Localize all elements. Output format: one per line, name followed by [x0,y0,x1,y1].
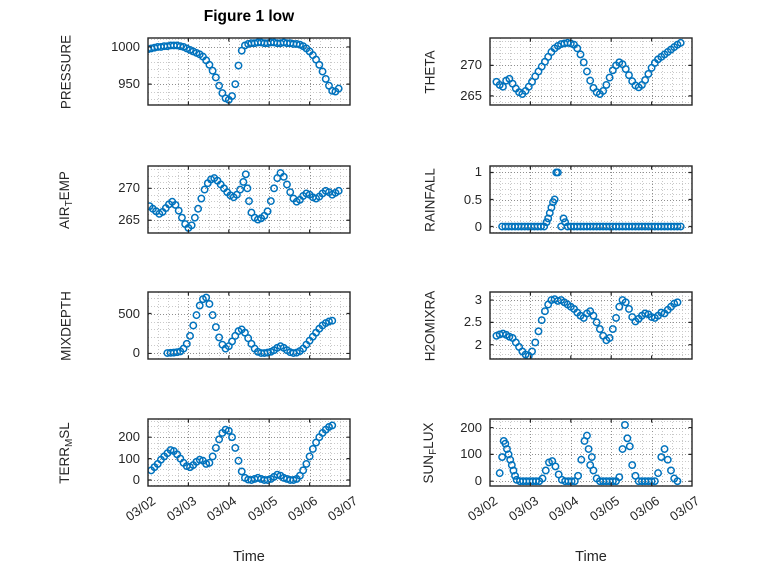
plot-area-h2omixra [488,290,694,361]
subplot-theta: THETA 265 270 [423,36,694,107]
plot-area-air-temp [146,164,352,235]
y-tick-label: 0 [474,473,482,489]
y-tick-label: 100 [460,446,482,462]
y-tick-label: 270 [460,57,482,73]
y-tick-label: 3 [474,292,482,308]
y-axis-label-mixdepth: MIXDEPTH [59,291,74,361]
y-tick-label: 200 [118,429,140,445]
y-tick-label: 2.5 [463,314,482,330]
x-tick-label: 03/06 [284,493,321,524]
y-axis-label-pressure: PRESSURE [59,34,74,108]
y-axis-label-part: M [64,438,75,447]
x-tick-label: 03/02 [123,493,159,524]
y-tick-label: 0 [132,472,140,487]
y-axis-label-part: EMP [57,170,72,200]
y-tick-label: 270 [118,180,140,196]
x-axis-label-right: Time [575,549,607,565]
x-tick-label: 03/07 [667,493,703,524]
y-tick-label: 2 [474,336,482,352]
plot-area-terr-msl [146,417,352,488]
y-axis-label-part: MIXDEPTH [58,290,74,361]
y-axis-label-terr-msl: TERRMSL [57,422,75,484]
x-tick-label: 03/06 [626,493,663,524]
x-tick-label: 03/03 [505,493,542,524]
y-tick-label: 100 [118,450,140,466]
plot-area-pressure [146,36,352,107]
plot-area-rainfall [488,164,694,235]
y-axis-label-part: SL [57,421,72,439]
y-axis-label-air-temp: AIRTEMP [57,171,75,229]
subplot-pressure: PRESSURE 950 1000 [59,34,352,109]
y-axis-label-part: T [64,199,75,206]
y-tick-label: 950 [118,76,140,92]
y-tick-label: 1000 [111,38,140,54]
plot-area-theta [488,36,694,107]
x-tick-label: 03/04 [204,493,240,524]
y-tick-label: 200 [460,419,482,435]
y-axis-label-part: PRESSURE [58,34,74,109]
y-tick-label: 0.5 [463,191,482,207]
subplot-air-temp: AIRTEMP 265 270 [57,164,352,235]
y-tick-label: 265 [460,87,482,103]
subplot-terr-msl: TERRMSL 0 100 200 03/02 03/03 03/04 03/05 03/06 0… [57,417,361,524]
y-tick-label: 0 [132,345,140,361]
plot-area-mixdepth [146,290,352,361]
subplot-h2omixra: H2OMIXRA 2 2.5 3 [423,290,694,361]
subplot-sun-flux: SUNFLUX 0 100 200 03/02 03/03 03/04 03/05 03/06 0… [421,417,703,524]
x-axis-label-left: Time [233,549,265,565]
y-tick-label: 0 [474,218,482,234]
x-tick-label: 03/05 [244,493,280,524]
x-tick-label: 03/07 [325,493,361,524]
y-axis-label-part: AIR [57,205,72,229]
y-tick-label: 265 [118,212,140,228]
y-tick-label: 1 [474,164,482,180]
x-tick-label: 03/02 [465,493,501,524]
y-tick-label: 500 [118,305,140,321]
y-axis-label-part: TERR [57,446,72,484]
subplot-rainfall: RAINFALL 0 0.5 1 [423,164,694,235]
x-tick-label: 03/04 [546,493,582,524]
subplot-mixdepth: MIXDEPTH 0 500 [59,290,352,361]
x-tick-label: 03/03 [163,493,200,524]
plot-area-sun-flux [488,417,694,488]
figure-title: Figure 1 low [203,8,295,25]
x-tick-label: 03/05 [586,493,622,524]
